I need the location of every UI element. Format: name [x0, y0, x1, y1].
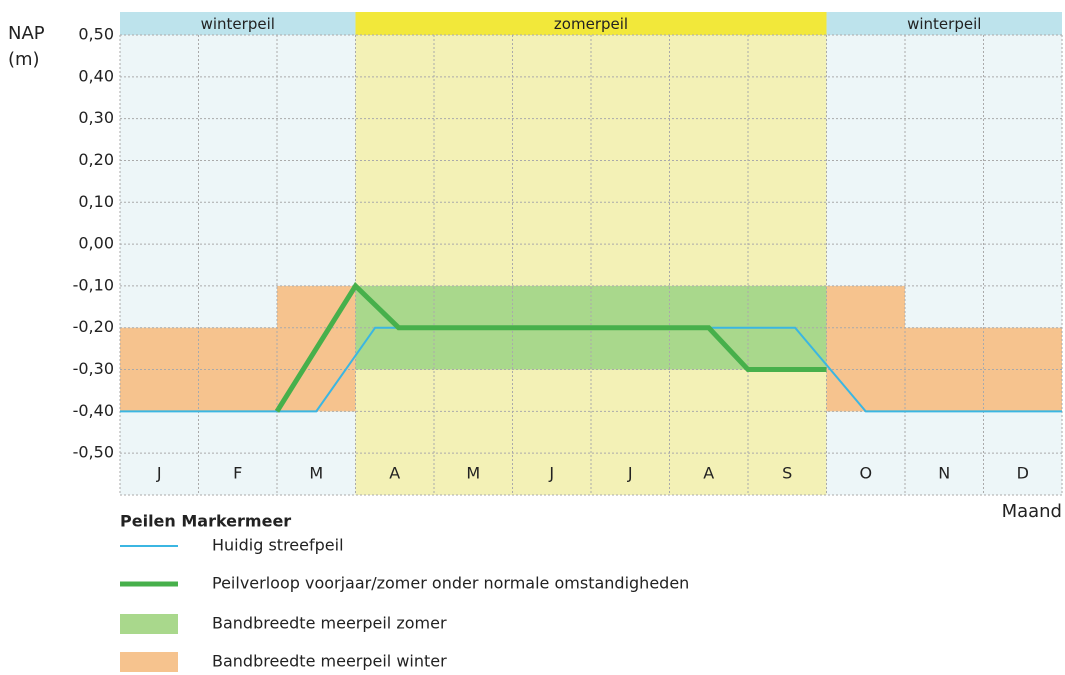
y-tick-label: 0,20 — [78, 150, 114, 169]
season-background — [826, 35, 1062, 495]
x-tick-label: D — [1017, 464, 1029, 483]
y-tick-label: -0,50 — [73, 443, 114, 462]
legend-label: Peilverloop voorjaar/zomer onder normale… — [212, 574, 689, 593]
y-tick-label: -0,20 — [73, 317, 114, 336]
y-tick-label: 0,30 — [78, 108, 114, 127]
legend-swatch — [120, 652, 178, 672]
band — [905, 327, 1062, 412]
x-tick-label: M — [466, 464, 480, 483]
y-tick-label: -0,10 — [73, 275, 114, 294]
season-label: winterpeil — [907, 15, 981, 33]
y-tick-label: 0,00 — [78, 234, 114, 253]
y-tick-label: 0,10 — [78, 192, 114, 211]
legend-title: Peilen Markermeer — [120, 512, 291, 531]
legend-swatch — [120, 614, 178, 634]
season-header — [120, 12, 356, 35]
x-tick-label: O — [859, 464, 872, 483]
legend-label: Bandbreedte meerpeil winter — [212, 652, 447, 671]
x-tick-label: J — [156, 464, 162, 483]
y-axis-label: NAP — [8, 23, 45, 44]
season-label: winterpeil — [201, 15, 275, 33]
season-background — [120, 35, 356, 495]
season-header — [826, 12, 1062, 35]
x-tick-label: J — [627, 464, 633, 483]
x-tick-label: J — [548, 464, 554, 483]
legend-label: Bandbreedte meerpeil zomer — [212, 614, 447, 633]
series-line — [274, 281, 827, 413]
x-tick-label: A — [703, 464, 714, 483]
season-header — [355, 12, 827, 35]
y-axis-label: (m) — [8, 49, 40, 70]
y-tick-label: 0,40 — [78, 66, 114, 85]
band — [826, 285, 905, 412]
season-label: zomerpeil — [554, 15, 628, 33]
x-tick-label: S — [782, 464, 792, 483]
x-tick-label: N — [938, 464, 950, 483]
x-axis-label: Maand — [1002, 501, 1062, 522]
y-tick-label: -0,40 — [73, 401, 114, 420]
x-tick-label: F — [233, 464, 242, 483]
y-tick-label: 0,50 — [78, 25, 114, 44]
y-tick-label: -0,30 — [73, 359, 114, 378]
legend-label: Huidig streefpeil — [212, 536, 344, 555]
x-tick-label: A — [389, 464, 400, 483]
band — [120, 327, 277, 412]
x-tick-label: M — [309, 464, 323, 483]
